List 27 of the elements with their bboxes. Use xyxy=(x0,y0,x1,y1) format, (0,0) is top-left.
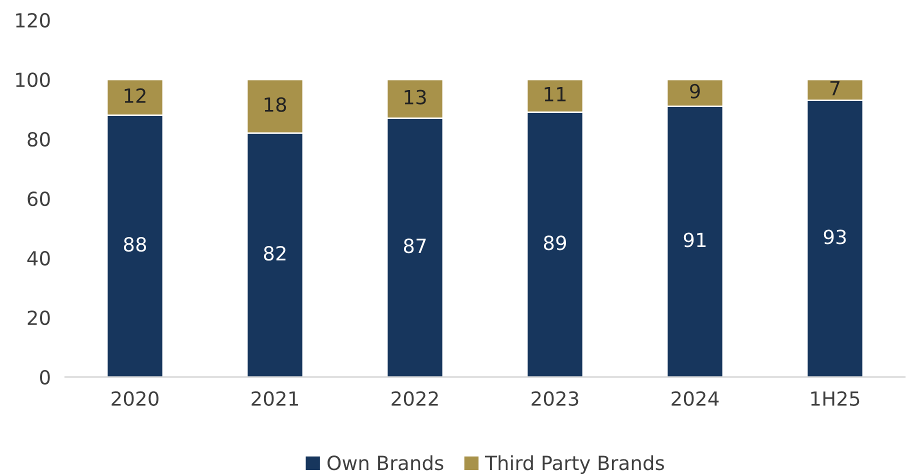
data-label: 11 xyxy=(544,87,566,102)
x-tick-label: 2024 xyxy=(672,391,719,406)
data-label: 13 xyxy=(404,90,426,104)
y-tick-label: 40 xyxy=(27,250,50,266)
legend-label: Third Party Brands xyxy=(484,455,664,474)
data-label: 9 xyxy=(690,84,700,99)
y-tick-label: 100 xyxy=(16,72,50,88)
data-label: 91 xyxy=(684,232,706,248)
data-label: 12 xyxy=(124,88,146,103)
data-label: 87 xyxy=(404,238,426,254)
x-tick-label: 1H25 xyxy=(811,391,860,406)
data-label: 88 xyxy=(124,237,146,252)
data-label: 7 xyxy=(830,81,840,96)
y-tick-label: 0 xyxy=(40,370,50,385)
x-tick-label: 2021 xyxy=(252,391,298,406)
x-tick-label: 2020 xyxy=(112,391,158,406)
data-label: 82 xyxy=(264,246,286,261)
legend-label: Own Brands xyxy=(328,455,444,470)
x-tick-label: 2022 xyxy=(392,391,438,406)
data-label: 18 xyxy=(264,97,286,112)
data-label: 89 xyxy=(544,236,566,250)
x-tick-label: 2023 xyxy=(532,391,578,406)
y-tick-label: 20 xyxy=(28,310,50,326)
y-tick-label: 60 xyxy=(28,191,50,206)
y-tick-label: 80 xyxy=(28,132,50,147)
y-tick-label: 120 xyxy=(16,12,50,28)
data-label: 93 xyxy=(824,230,846,244)
